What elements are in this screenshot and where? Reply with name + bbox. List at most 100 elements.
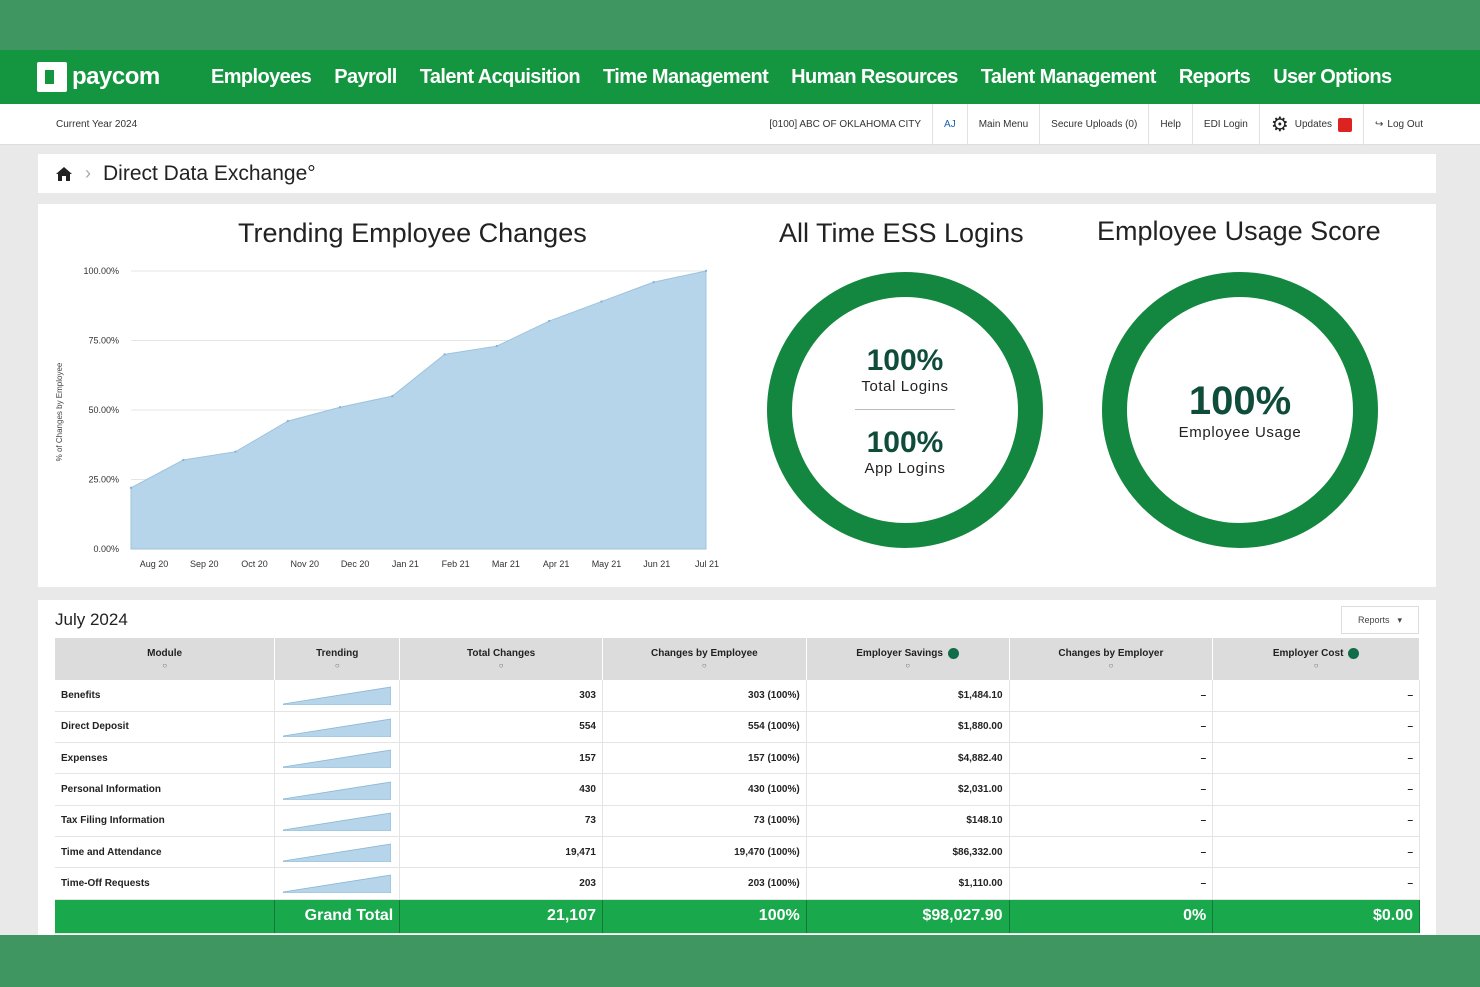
column-header[interactable]: Module ○ — [55, 638, 276, 680]
table-cell: $1,110.00 — [806, 867, 1010, 900]
table-cell: – — [1009, 805, 1214, 837]
trending-sparkline — [274, 773, 401, 806]
logout-icon: ↪ — [1375, 119, 1384, 130]
nav-item-talent-acquisition[interactable]: Talent Acquisition — [419, 65, 581, 88]
data-point — [182, 458, 185, 462]
sort-icon[interactable]: ○ — [498, 661, 504, 670]
table-cell: 303 — [399, 680, 603, 712]
reports-dropdown[interactable]: Reports ▾ — [1341, 606, 1419, 634]
table-cell: – — [1009, 680, 1214, 712]
help-link[interactable]: Help — [1148, 104, 1192, 145]
nav-item-employees[interactable]: Employees — [211, 65, 312, 88]
dashboard-panel: Trending Employee Changes 0.00% 25.00% 50.… — [38, 204, 1436, 587]
table-cell: – — [1212, 836, 1420, 869]
top-nav: paycom Employees Payroll Talent Acquisitio… — [0, 50, 1480, 104]
sort-icon[interactable]: ○ — [1108, 661, 1114, 670]
column-header-label: Changes by Employee — [651, 648, 758, 659]
table-row[interactable]: Tax Filing Information 73 73 (100%) $148.10… — [55, 805, 1420, 837]
utility-bar: Current Year 2024 [0100] ABC OF OKLAHOMA… — [0, 104, 1480, 145]
table-row[interactable]: Time-Off Requests 203 203 (100%) $1,110.00–… — [55, 867, 1420, 900]
table-row[interactable]: Expenses 157 157 (100%) $4,882.40– – — [55, 742, 1420, 775]
table-row[interactable]: Time and Attendance 19,471 19,470 (100%) $8… — [55, 836, 1420, 869]
column-header[interactable]: Total Changes ○ — [399, 638, 603, 680]
info-icon[interactable] — [947, 647, 959, 659]
column-header[interactable]: Changes by Employer ○ — [1009, 638, 1214, 680]
table-cell: – — [1009, 836, 1214, 869]
total-cell — [55, 899, 276, 934]
x-tick-label: Mar 21 — [492, 559, 520, 569]
table-cell: – — [1009, 773, 1214, 806]
total-cell: 21,107 — [399, 899, 603, 934]
total-logins-pct: 100% — [866, 343, 944, 377]
grand-total-row: Grand Total 21,107 100% $98,027.90 0% $0.00 — [55, 899, 1420, 934]
logout-button[interactable]: ↪ Log Out — [1363, 104, 1434, 145]
nav-item-talent-management[interactable]: Talent Management — [980, 65, 1157, 88]
nav-item-user-options[interactable]: User Options — [1273, 65, 1392, 88]
column-header[interactable]: Employer Savings ○ — [806, 638, 1010, 680]
gear-icon: ⚙ — [1270, 114, 1289, 136]
module-name: Time and Attendance — [55, 836, 276, 869]
main-content: › Direct Data Exchange° Trending Employe… — [0, 145, 1480, 935]
sort-icon[interactable]: ○ — [162, 661, 168, 670]
table-row[interactable]: Benefits 303 303 (100%) $1,484.10– – — [55, 680, 1420, 712]
data-point — [652, 280, 655, 284]
column-header[interactable]: Employer Cost ○ — [1212, 638, 1420, 680]
info-icon[interactable] — [1348, 647, 1360, 659]
column-header-label: Total Changes — [467, 648, 536, 659]
sort-icon[interactable]: ○ — [334, 661, 340, 670]
employee-usage-label: Employee Usage — [1178, 424, 1302, 441]
updates-label: Updates — [1294, 119, 1333, 130]
ess-logins-title: All Time ESS Logins — [779, 218, 1024, 248]
paycom-logo[interactable]: paycom — [37, 62, 197, 92]
table-cell: 203 — [399, 867, 603, 900]
x-tick-label: Apr 21 — [543, 559, 570, 569]
secure-uploads-link[interactable]: Secure Uploads (0) — [1039, 104, 1148, 145]
module-name: Personal Information — [55, 773, 276, 806]
module-name: Direct Deposit — [55, 711, 276, 744]
usage-score-donut: 100% Employee Usage — [1102, 272, 1378, 548]
table-cell: 73 (100%) — [602, 805, 807, 837]
x-tick-label: Dec 20 — [341, 559, 370, 569]
nav-item-reports[interactable]: Reports — [1178, 65, 1251, 88]
data-point — [286, 419, 290, 423]
column-header[interactable]: Changes by Employee ○ — [602, 638, 807, 680]
data-point — [338, 406, 342, 409]
nav-item-payroll[interactable]: Payroll — [334, 65, 397, 88]
data-point — [391, 394, 394, 398]
x-tick-label: Oct 20 — [241, 559, 268, 569]
table-cell: 19,470 (100%) — [602, 836, 807, 869]
column-header-label: Trending — [316, 648, 359, 659]
data-point — [495, 344, 499, 348]
column-header[interactable]: Trending ○ — [274, 638, 401, 680]
trending-area-chart: 0.00% 25.00% 50.00% 75.00% 100.00% Aug 20 Sep … — [55, 266, 719, 569]
trending-sparkline — [274, 836, 401, 869]
company-selector[interactable]: [0100] ABC OF OKLAHOMA CITY — [769, 119, 922, 130]
grand-total-label: Grand Total — [274, 899, 401, 934]
y-tick-label: 100.00% — [83, 266, 119, 276]
trending-chart-title: Trending Employee Changes — [238, 218, 587, 248]
trending-sparkline — [274, 680, 401, 712]
breadcrumb: › Direct Data Exchange° — [38, 154, 1436, 193]
table-row[interactable]: Personal Information 430 430 (100%) $2,031.… — [55, 773, 1420, 806]
table-cell: $1,880.00 — [806, 711, 1010, 744]
table-cell: 554 — [399, 711, 603, 744]
sort-icon[interactable]: ○ — [1313, 661, 1319, 671]
module-name: Expenses — [55, 742, 276, 775]
nav-item-human-resources[interactable]: Human Resources — [791, 65, 958, 88]
changes-table: Module ○ Trending ○ Total Changes ○ Changes by… — [55, 638, 1420, 934]
total-cell: $0.00 — [1212, 899, 1420, 934]
home-icon[interactable] — [55, 166, 73, 182]
logo-mark-icon — [37, 62, 67, 92]
edi-login-link[interactable]: EDI Login — [1191, 104, 1259, 145]
usage-score-title: Employee Usage Score — [1097, 216, 1381, 246]
sort-icon[interactable]: ○ — [905, 661, 911, 671]
y-tick-label: 0.00% — [93, 544, 119, 554]
x-tick-label: Aug 20 — [140, 559, 169, 569]
table-row[interactable]: Direct Deposit 554 554 (100%) $1,880.00– – — [55, 711, 1420, 744]
table-cell: $2,031.00 — [806, 773, 1010, 806]
nav-item-time-management[interactable]: Time Management — [603, 65, 769, 88]
updates-button[interactable]: ⚙ Updates — [1258, 104, 1363, 145]
sort-icon[interactable]: ○ — [701, 661, 707, 670]
user-initials[interactable]: AJ — [932, 104, 967, 145]
main-menu-link[interactable]: Main Menu — [966, 104, 1039, 145]
